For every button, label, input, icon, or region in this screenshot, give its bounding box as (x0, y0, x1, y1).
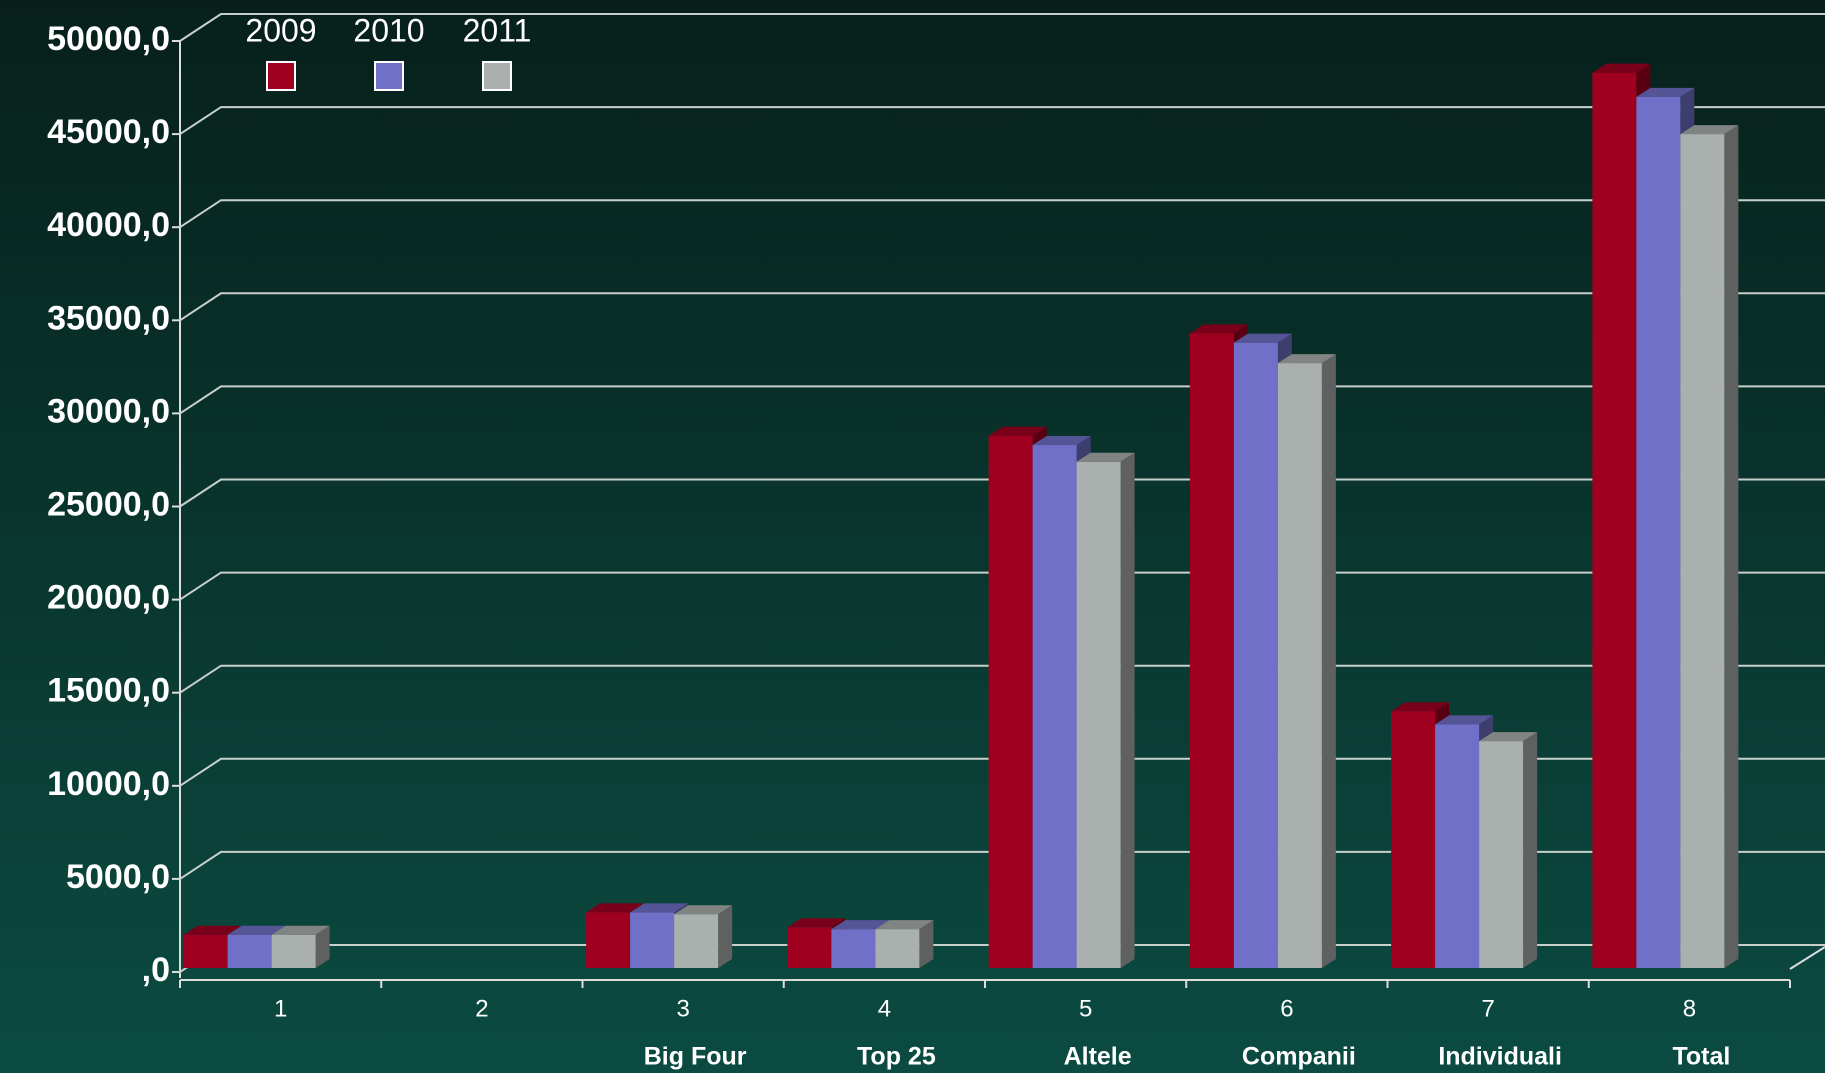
bar (1680, 134, 1725, 969)
bar (674, 914, 719, 968)
bar (1391, 711, 1436, 968)
bar (831, 929, 876, 968)
x-tick-label: 5 (1079, 995, 1092, 1022)
bar (1592, 72, 1637, 969)
x-sublabel: Companii (1242, 1043, 1356, 1071)
grid-line (179, 292, 1825, 322)
bar-top (1032, 436, 1091, 446)
bar (630, 912, 675, 968)
y-tick-label: 10000,0 (47, 765, 170, 803)
bar-top (630, 903, 689, 913)
bar-top (1435, 715, 1494, 725)
bar-top (1277, 354, 1336, 364)
y-tick-label: 15000,0 (47, 672, 170, 710)
bar (1277, 363, 1322, 969)
x-sublabel: Big Four (644, 1043, 747, 1071)
x-sublabel: Altele (1064, 1043, 1132, 1071)
y-tick-label: 50000,0 (47, 20, 170, 58)
y-tick-label: 20000,0 (47, 579, 170, 617)
bar-top (183, 925, 242, 935)
x-sublabel: Top 25 (857, 1043, 936, 1071)
legend-label: 2009 (245, 12, 316, 48)
bar-top (271, 925, 330, 935)
bar-top (1636, 87, 1695, 97)
bar-top (787, 918, 846, 928)
bar (988, 435, 1033, 968)
bar (1479, 741, 1524, 968)
bar-side (315, 925, 330, 968)
bar-side (1523, 732, 1538, 968)
bar-side (1120, 452, 1135, 968)
floor-edge (1789, 946, 1825, 970)
bar (875, 929, 920, 968)
x-tick-label: 7 (1481, 995, 1494, 1022)
bar-top (1076, 452, 1135, 462)
bar-side (919, 920, 934, 968)
y-tick-label: 30000,0 (47, 392, 170, 430)
x-sublabel: Individuali (1438, 1043, 1562, 1071)
bar (586, 912, 631, 968)
x-tick-label: 6 (1280, 995, 1293, 1022)
x-tick-label: 8 (1683, 995, 1696, 1022)
legend-label: 2010 (353, 12, 424, 48)
bar-top (831, 920, 890, 930)
bar-side (1321, 354, 1336, 969)
bar-top (1592, 63, 1651, 73)
x-tick-label: 1 (274, 995, 287, 1022)
bar-side (718, 905, 733, 968)
bar (1636, 96, 1681, 969)
y-tick-label: 25000,0 (47, 485, 170, 523)
bar-top (227, 925, 286, 935)
bar (271, 934, 316, 968)
y-tick-label: 45000,0 (47, 113, 170, 151)
bar (183, 934, 228, 968)
bar-top (586, 903, 645, 913)
grid-line (179, 199, 1825, 229)
grid-line (179, 106, 1825, 135)
bar (1233, 342, 1278, 968)
bar (1189, 333, 1234, 969)
legend-swatch (266, 61, 296, 91)
y-tick-label: ,0 (142, 951, 170, 989)
x-tick-label: 2 (475, 995, 488, 1022)
y-tick-label: 40000,0 (47, 206, 170, 244)
x-tick-label: 4 (878, 995, 891, 1022)
legend-swatch (482, 61, 512, 91)
bar-top (1391, 702, 1450, 712)
bar-top (1479, 732, 1538, 742)
legend-swatch (374, 61, 404, 91)
bar-side (1724, 125, 1739, 969)
bar (787, 927, 832, 968)
bar-top (1189, 324, 1248, 334)
grid-line (179, 13, 1825, 42)
bar-top (1233, 333, 1292, 343)
bar (1076, 461, 1121, 968)
bar-top (1680, 125, 1739, 135)
x-sublabel: Total (1672, 1043, 1730, 1071)
bar-top (674, 905, 733, 915)
bar-top (988, 426, 1047, 436)
bar (227, 934, 272, 968)
bar-top (875, 920, 934, 930)
y-tick-label: 5000,0 (66, 858, 170, 896)
bar (1435, 724, 1480, 968)
legend-label: 2011 (463, 12, 532, 48)
y-tick-label: 35000,0 (47, 299, 170, 337)
x-tick-label: 3 (676, 995, 689, 1022)
bar (1032, 445, 1077, 969)
